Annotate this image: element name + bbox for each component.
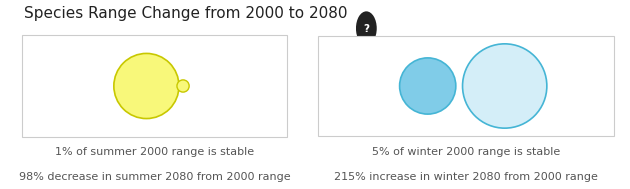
Text: 5% of winter 2000 range is stable: 5% of winter 2000 range is stable (372, 147, 560, 157)
Text: Species Range Change from 2000 to 2080: Species Range Change from 2000 to 2080 (24, 6, 347, 21)
FancyBboxPatch shape (318, 36, 614, 136)
Circle shape (462, 44, 547, 128)
Circle shape (356, 11, 377, 45)
Text: ?: ? (364, 24, 369, 34)
Text: 98% decrease in summer 2080 from 2000 range: 98% decrease in summer 2080 from 2000 ra… (18, 172, 290, 182)
Text: 1% of summer 2000 range is stable: 1% of summer 2000 range is stable (55, 147, 254, 157)
Circle shape (114, 53, 179, 119)
Circle shape (399, 58, 456, 114)
FancyBboxPatch shape (22, 35, 287, 137)
Circle shape (177, 80, 189, 92)
Text: 215% increase in winter 2080 from 2000 range: 215% increase in winter 2080 from 2000 r… (335, 172, 598, 182)
